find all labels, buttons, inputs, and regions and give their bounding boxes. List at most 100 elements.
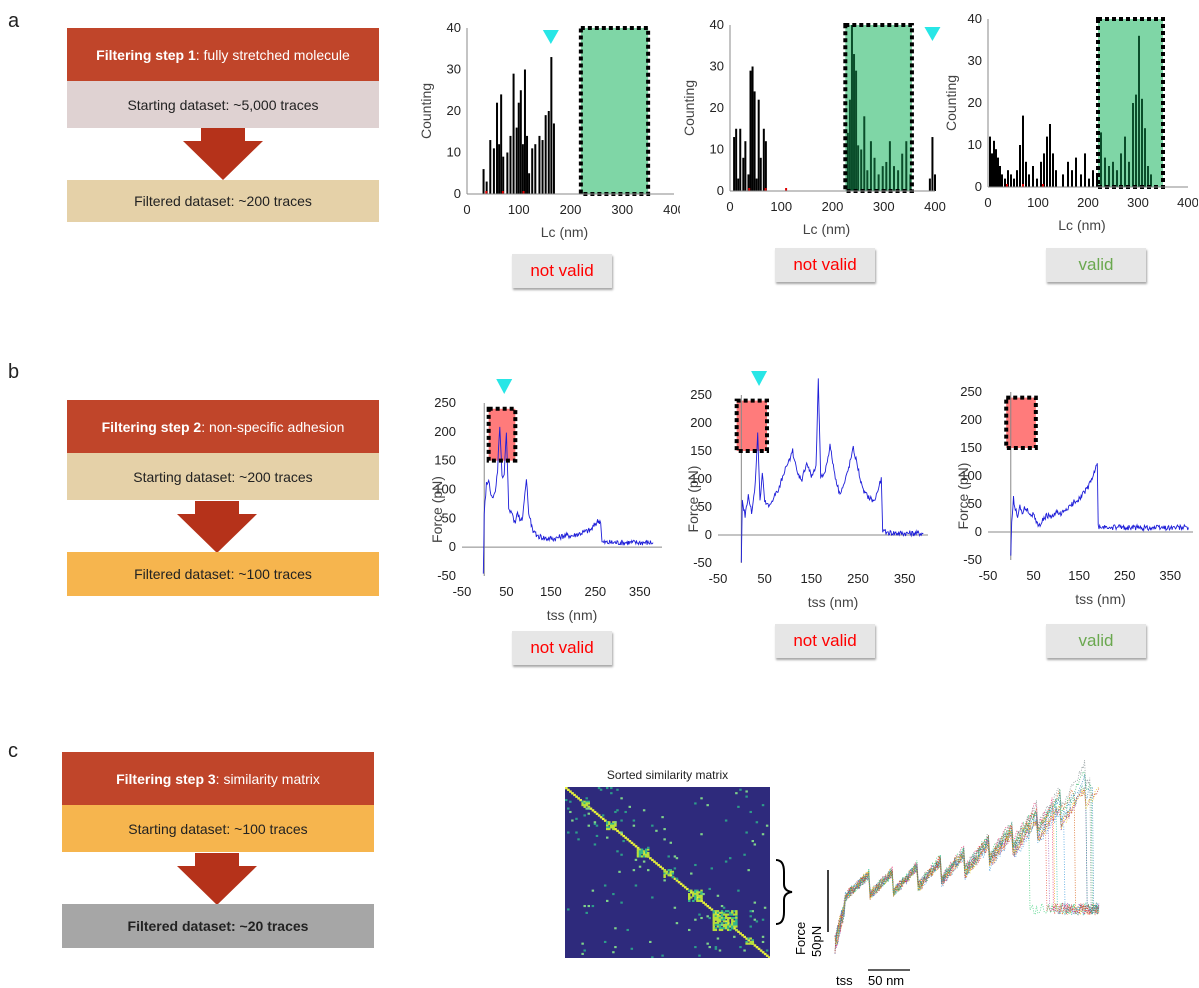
matrix-cluster-cell [694, 891, 697, 894]
matrix-scatter-cell [761, 833, 765, 836]
overlay-trace-line [834, 786, 1100, 954]
matrix-scatter-cell [571, 819, 574, 822]
x-axis-title: Lc (nm) [541, 224, 588, 240]
matrix-cluster-cell [716, 918, 720, 921]
matrix-diagonal-cell [661, 867, 664, 870]
overlay-trace-line [834, 788, 1100, 952]
matrix-diagonal-cell [632, 843, 636, 846]
histogram-bar [753, 91, 756, 191]
matrix-cluster-cell [692, 894, 695, 897]
histogram-bar [1028, 174, 1030, 187]
matrix-cluster-cell [669, 872, 672, 875]
matrix-diagonal-cell [593, 810, 597, 814]
histogram-bar [544, 115, 547, 194]
matrix-cluster-cell [722, 918, 726, 921]
matrix-scatter-cell [620, 819, 623, 822]
histogram-bar [846, 132, 849, 191]
matrix-cluster-cell [688, 893, 691, 896]
histogram-bar [1135, 94, 1137, 187]
matrix-scatter-cell [753, 918, 757, 921]
matrix-cluster-cell [612, 828, 615, 831]
matrix-scatter-cell [694, 802, 697, 805]
matrix-scatter-cell [581, 952, 584, 955]
step3-filtered-box: Filtered dataset: ~20 traces [62, 904, 374, 948]
matrix-diagonal-cell [565, 787, 568, 790]
histogram-bar [482, 169, 485, 194]
histogram-bar [1019, 145, 1021, 187]
matrix-scatter-cell [587, 807, 590, 810]
matrix-cluster-cell [688, 889, 691, 892]
x-tick-label: 400 [924, 199, 946, 214]
matrix-cluster-cell [735, 911, 738, 914]
matrix-diagonal-cell [569, 790, 572, 793]
matrix-cluster-cell [735, 925, 738, 928]
matrix-diagonal-cell [726, 922, 730, 925]
matrix-cluster-cell [716, 916, 720, 920]
baseline-mark [485, 191, 488, 194]
adhesion-window-border [1004, 395, 1038, 451]
matrix-cluster-cell [640, 851, 644, 855]
matrix-cluster-cell [724, 925, 728, 928]
matrix-scatter-cell [651, 956, 654, 958]
matrix-scatter-cell [737, 805, 740, 808]
matrix-cluster-cell [696, 893, 699, 896]
panel-label-a: a [8, 10, 20, 32]
matrix-scatter-cell [593, 843, 597, 846]
matrix-cluster-cell [726, 913, 730, 916]
x-tick-label: 100 [1027, 195, 1049, 210]
matrix-scatter-cell [620, 831, 623, 834]
matrix-cluster-cell [583, 805, 586, 808]
x-tick-label: 100 [508, 202, 530, 217]
histogram-bar [1080, 174, 1082, 187]
matrix-cluster-cell [724, 923, 728, 926]
matrix-cluster-cell [726, 918, 730, 921]
matrix-cluster-cell [696, 891, 699, 894]
matrix-cluster-cell [726, 923, 730, 926]
matrix-scatter-cell [698, 913, 701, 916]
matrix-scatter-cell [710, 867, 713, 870]
step3-filtered-text: Filtered dataset: ~20 traces [127, 918, 309, 934]
matrix-scatter-cell [632, 869, 636, 872]
matrix-cluster-cell [612, 821, 615, 824]
matrix-scatter-cell [567, 908, 570, 911]
histogram-bar [1147, 166, 1149, 187]
y-tick-label: 150 [434, 453, 456, 468]
matrix-cluster-cell [720, 928, 724, 932]
matrix-cluster-cell [644, 855, 648, 858]
matrix-diagonal-cell [745, 937, 749, 940]
matrix-cluster-cell [722, 913, 726, 916]
matrix-diagonal-cell [597, 814, 601, 817]
matrix-scatter-cell [733, 935, 736, 938]
overlay-trace-line [834, 814, 1100, 949]
x-axis-title: tss (nm) [808, 594, 859, 610]
matrix-cluster-cell [581, 802, 584, 805]
matrix-scatter-cell [601, 814, 605, 817]
matrix-cluster-cell [700, 893, 703, 896]
matrix-scatter-cell [634, 858, 638, 861]
matrix-scatter-cell [624, 810, 627, 814]
matrix-scatter-cell [698, 954, 701, 957]
adhesion-window [488, 408, 516, 461]
histogram-bar [1052, 153, 1054, 187]
matrix-cluster-cell [731, 922, 734, 925]
baseline-mark [785, 188, 788, 191]
matrix-scatter-cell [755, 920, 759, 923]
matrix-cluster-cell [720, 910, 724, 913]
y-tick-label: 40 [710, 17, 724, 32]
tss-scale-value: 50 nm [868, 973, 904, 987]
matrix-cluster-cell [696, 899, 699, 902]
matrix-cluster-cell [692, 893, 695, 896]
matrix-diagonal-cell [634, 845, 638, 848]
histogram-bar [1046, 136, 1048, 187]
cyan-marker [496, 379, 513, 394]
matrix-diagonal-cell [737, 930, 740, 933]
matrix-scatter-cell [577, 838, 580, 841]
matrix-cluster-cell [638, 853, 642, 856]
matrix-scatter-cell [567, 807, 570, 810]
matrix-cluster-cell [694, 893, 697, 896]
matrix-diagonal-cell [567, 788, 570, 792]
matrix-cluster-cell [729, 923, 732, 926]
histogram-bar [552, 123, 555, 194]
matrix-cluster-cell [694, 894, 697, 897]
x-tick-label: 0 [726, 199, 733, 214]
